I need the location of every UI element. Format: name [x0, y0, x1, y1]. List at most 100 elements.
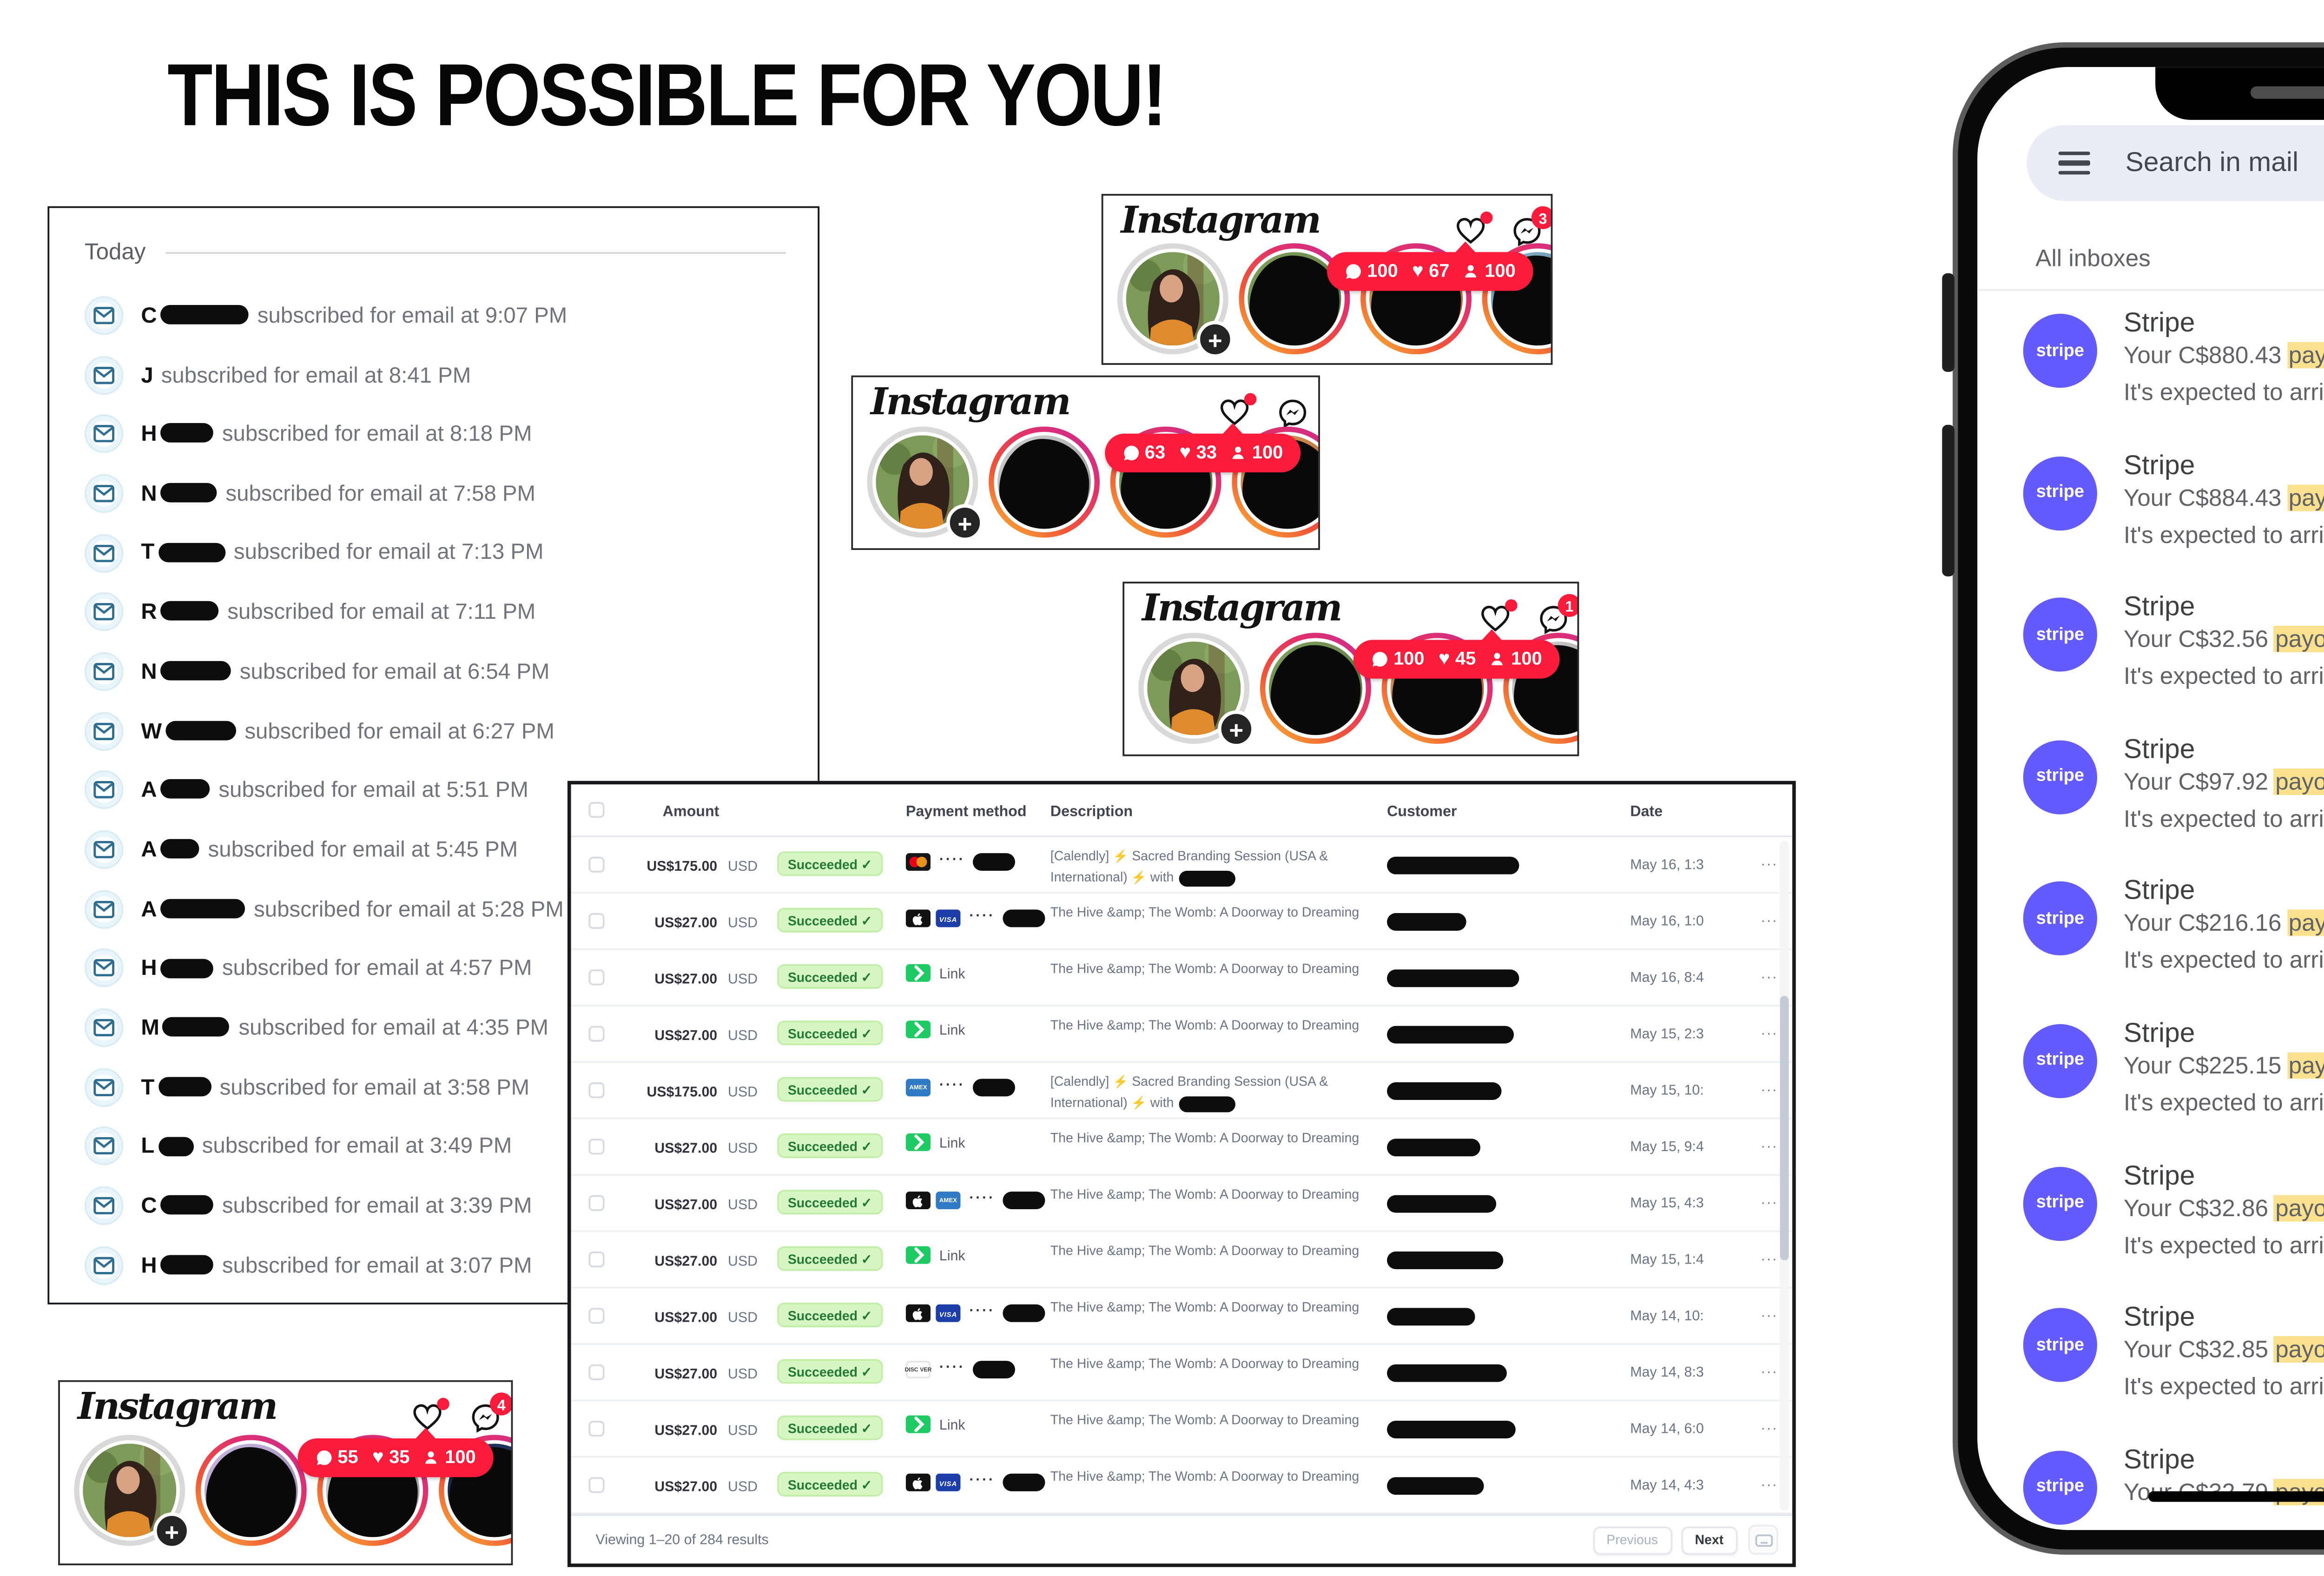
- add-story-button[interactable]: +: [1217, 710, 1255, 748]
- redaction-bar: [160, 483, 217, 503]
- section-label: Today: [84, 238, 146, 265]
- email-icon: [84, 1008, 124, 1047]
- next-button[interactable]: Next: [1681, 1525, 1738, 1554]
- customer-redaction: [1386, 1082, 1502, 1100]
- status-badge: Succeeded ✓: [777, 1471, 883, 1497]
- table-row[interactable]: US$27.00 USD Succeeded ✓ VISA ···· The Hive…: [571, 894, 1793, 950]
- link-icon: [905, 1133, 931, 1151]
- heart-activity-icon[interactable]: [412, 1397, 449, 1431]
- bolt-icon: ⚡: [1131, 1098, 1147, 1111]
- add-story-button[interactable]: +: [946, 504, 984, 542]
- row-checkbox[interactable]: [588, 1139, 605, 1155]
- divider: [1977, 289, 2324, 291]
- heart-activity-icon[interactable]: [1220, 393, 1257, 427]
- currency: USD: [727, 1027, 758, 1044]
- subscription-text: subscribed for email at: [254, 896, 475, 921]
- sender: Stripe: [2123, 592, 2195, 623]
- email-row[interactable]: stripe StripeJul 17 Your C$32.85payoutfo…: [1977, 1287, 2324, 1429]
- link-label: Link: [939, 1247, 965, 1263]
- add-story-button[interactable]: +: [153, 1512, 191, 1550]
- inbox-section-label: All inboxes: [2035, 245, 2151, 271]
- link-icon: [905, 1020, 931, 1039]
- story-avatar-self[interactable]: +: [1117, 243, 1234, 358]
- instagram-logo: Instagram: [1121, 197, 1321, 242]
- row-checkbox[interactable]: [588, 1252, 605, 1268]
- table-scrollbar[interactable]: [1780, 841, 1789, 1511]
- table-row[interactable]: US$27.00 USD Succeeded ✓ DISC VER ···· The H…: [571, 1345, 1793, 1402]
- row-checkbox[interactable]: [588, 1026, 605, 1042]
- page-title: THIS IS POSSIBLE FOR YOU!: [167, 46, 1167, 145]
- add-story-button[interactable]: +: [1196, 321, 1234, 358]
- currency: USD: [727, 1140, 758, 1157]
- row-checkbox[interactable]: [588, 1195, 605, 1211]
- row-checkbox[interactable]: [588, 1477, 605, 1493]
- customer-redaction: [1386, 1026, 1514, 1044]
- search-bar[interactable]: Search in mail: [2027, 125, 2324, 201]
- row-checkbox[interactable]: [588, 856, 605, 873]
- sender: Stripe: [2123, 450, 2195, 481]
- currency: USD: [727, 1422, 758, 1438]
- table-row[interactable]: US$27.00 USD Succeeded ✓ AMEX ···· The Hive…: [571, 1176, 1793, 1232]
- messenger-icon[interactable]: 3: [1512, 206, 1551, 246]
- select-all-checkbox[interactable]: [588, 802, 605, 818]
- story-item[interactable]: [195, 1435, 307, 1546]
- messenger-icon[interactable]: 1: [1538, 594, 1578, 635]
- story-avatar-self[interactable]: +: [867, 426, 984, 542]
- story-avatar-self[interactable]: +: [74, 1435, 191, 1550]
- customer-redaction: [1386, 1421, 1516, 1438]
- story-avatar-self[interactable]: +: [1138, 633, 1255, 748]
- likes-stat: ♥ 33: [1179, 441, 1217, 464]
- description: The Hive &amp; The Womb: A Doorway to Dr…: [1050, 1299, 1360, 1315]
- email-row[interactable]: stripe StripeJul 22 Your C$225.15payoutf…: [1977, 1003, 2324, 1145]
- views-stat: 100: [1464, 261, 1516, 282]
- messenger-icon[interactable]: 4: [470, 1392, 511, 1433]
- table-row[interactable]: US$27.00 USD Succeeded ✓ Link The Hive &am…: [571, 1119, 1793, 1176]
- command-palette-button[interactable]: [1748, 1524, 1778, 1555]
- email-row[interactable]: stripe StripeJul 23 Your C$216.16payoutf…: [1977, 861, 2324, 1003]
- subscriber-initial: C: [141, 1193, 157, 1218]
- table-row[interactable]: US$27.00 USD Succeeded ✓ VISA ···· The Hive…: [571, 1458, 1793, 1514]
- row-checkbox[interactable]: [588, 913, 605, 929]
- search-input[interactable]: Search in mail: [2125, 147, 2299, 178]
- heart-activity-icon[interactable]: [1456, 211, 1493, 245]
- scrollbar-thumb[interactable]: [1780, 996, 1789, 1260]
- table-row[interactable]: US$27.00 USD Succeeded ✓ Link The Hive &am…: [571, 1007, 1793, 1063]
- ellipsis: ...: [1761, 1079, 1778, 1095]
- heart-activity-icon[interactable]: [1480, 599, 1518, 633]
- subscriber-initial: T: [141, 1074, 155, 1099]
- messenger-icon[interactable]: [1278, 398, 1307, 428]
- table-row[interactable]: US$27.00 USD Succeeded ✓ Link The Hive &am…: [571, 1232, 1793, 1289]
- currency: USD: [727, 971, 758, 987]
- previous-button[interactable]: Previous: [1592, 1525, 1672, 1554]
- email-row[interactable]: stripe StripeJul 27 Your C$32.56payoutfo…: [1977, 577, 2324, 719]
- subscription-time: 3:07 PM: [449, 1252, 532, 1278]
- story-item[interactable]: [989, 426, 1100, 538]
- table-row[interactable]: US$175.00 USD Succeeded ✓ ···· [Calendly] …: [571, 837, 1793, 894]
- payment-method: VISA ····: [905, 1472, 1045, 1493]
- table-row[interactable]: US$27.00 USD Succeeded ✓ Link The Hive &am…: [571, 1401, 1793, 1458]
- payout-highlight: payout: [2273, 1194, 2324, 1221]
- ellipsis: ...: [1761, 853, 1778, 869]
- comments-stat: 100: [1344, 261, 1398, 282]
- email-row[interactable]: stripe StripeJul 20 Your C$32.86payoutfo…: [1977, 1145, 2324, 1287]
- row-checkbox[interactable]: [588, 1421, 605, 1437]
- row-checkbox[interactable]: [588, 1364, 605, 1380]
- story-item[interactable]: [1260, 633, 1371, 744]
- story-item[interactable]: [439, 1435, 511, 1546]
- email-row[interactable]: stripe StripeJul 24 Your C$97.92payoutfo…: [1977, 719, 2324, 861]
- table-row[interactable]: US$27.00 USD Succeeded ✓ Link The Hive &am…: [571, 950, 1793, 1007]
- row-checkbox[interactable]: [588, 969, 605, 986]
- email-row[interactable]: stripe StripeJul 28 Your C$884.43payoutf…: [1977, 435, 2324, 577]
- email-icon: [84, 296, 124, 335]
- payout-highlight: payout: [2286, 1052, 2324, 1079]
- menu-icon[interactable]: [2058, 151, 2090, 175]
- row-checkbox[interactable]: [588, 1308, 605, 1324]
- row-checkbox[interactable]: [588, 1082, 605, 1099]
- email-row[interactable]: stripe StripeJul 16 Your C$32.79payoutfo…: [1977, 1429, 2324, 1530]
- table-row[interactable]: US$175.00 USD Succeeded ✓ AMEX ···· [Calend…: [571, 1063, 1793, 1119]
- email-row[interactable]: stripe StripeJul 31 Your C$880.43payoutf…: [1977, 292, 2324, 435]
- ellipsis: ...: [1761, 1361, 1778, 1377]
- table-row[interactable]: US$27.00 USD Succeeded ✓ VISA ···· The Hive…: [571, 1289, 1793, 1345]
